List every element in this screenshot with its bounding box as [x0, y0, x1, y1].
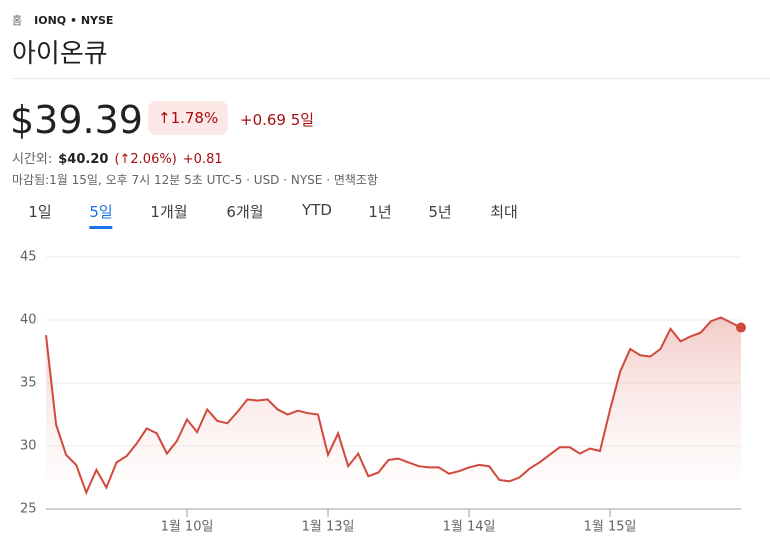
x-tick-label: 1월 14일	[443, 520, 496, 535]
after-hours-percent: (↑2.06%)	[114, 152, 177, 167]
range-tab[interactable]: 6개월	[226, 203, 264, 221]
breadcrumb-current[interactable]: IONQ • NYSE	[34, 14, 114, 27]
after-hours-label: 시간외:	[12, 152, 53, 167]
after-hours-change: +0.81	[182, 152, 223, 167]
change-period: 5일	[290, 111, 315, 129]
change: +0.69 5일	[240, 109, 314, 130]
last-point	[736, 322, 746, 333]
divider	[12, 78, 770, 79]
range-tab[interactable]: 최대	[490, 203, 518, 221]
stock-title: 아이온큐	[12, 39, 108, 69]
market-status: 마감됨:1월 15일, 오후 7시 12분 5초 UTC-5 · USD · N…	[12, 173, 378, 187]
x-tick-label: 1월 15일	[584, 520, 637, 535]
range-tab[interactable]: 5일	[89, 201, 113, 229]
y-tick-label: 25	[20, 502, 37, 517]
area	[46, 317, 741, 493]
breadcrumb-link[interactable]: 홈	[12, 14, 23, 27]
breadcrumb: 홈 IONQ • NYSE	[12, 12, 113, 28]
price-line	[45, 316, 742, 496]
range-tab[interactable]: 1개월	[150, 203, 188, 221]
range-tab[interactable]: YTD	[302, 201, 332, 219]
x-tick-label: 1월 13일	[302, 520, 355, 535]
y-tick-label: 30	[20, 439, 37, 454]
change-amount: +0.69	[240, 111, 286, 129]
after-hours-price: $40.20	[58, 152, 109, 167]
after-hours: 시간외: $40.20 (↑2.06%) +0.81	[12, 148, 223, 167]
y-tick-label: 45	[20, 250, 37, 265]
y-tick-label: 40	[20, 313, 37, 328]
price: $39.39	[10, 98, 143, 142]
range-tab[interactable]: 1년	[368, 203, 392, 221]
change-badge: ↑1.78%	[148, 101, 229, 135]
x-tick-label: 1월 10일	[161, 520, 214, 535]
range-tab[interactable]: 5년	[428, 203, 452, 221]
y-tick-label: 35	[20, 376, 37, 391]
range-tab[interactable]: 1일	[28, 203, 52, 221]
